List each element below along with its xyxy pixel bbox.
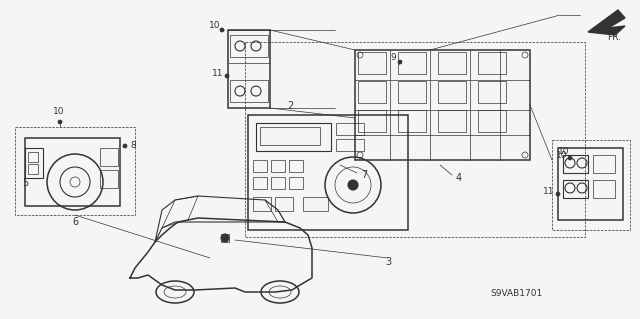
Text: 7: 7 <box>361 170 367 180</box>
Text: 3: 3 <box>385 257 391 267</box>
Bar <box>100 170 118 188</box>
Text: 10: 10 <box>53 108 65 116</box>
Text: 11: 11 <box>543 188 555 197</box>
Bar <box>289 177 303 189</box>
Bar <box>253 160 267 172</box>
Text: 8: 8 <box>130 140 136 150</box>
Bar <box>245 42 585 237</box>
Bar <box>221 234 229 242</box>
Bar <box>558 148 623 220</box>
Text: 2: 2 <box>287 101 293 111</box>
Bar <box>25 138 120 206</box>
Bar <box>271 160 285 172</box>
Circle shape <box>220 28 224 32</box>
Text: 10: 10 <box>209 20 221 29</box>
Circle shape <box>221 234 229 242</box>
Bar <box>478 52 506 74</box>
Bar <box>438 110 466 132</box>
Bar <box>253 177 267 189</box>
Bar <box>438 81 466 103</box>
Bar <box>358 81 386 103</box>
Bar <box>478 81 506 103</box>
Bar <box>25 148 43 178</box>
Polygon shape <box>588 10 625 35</box>
Circle shape <box>568 156 572 160</box>
Text: 4: 4 <box>456 173 462 183</box>
Bar <box>438 52 466 74</box>
Bar <box>28 164 38 174</box>
Bar <box>256 123 331 151</box>
Circle shape <box>225 74 229 78</box>
Text: 10: 10 <box>558 147 570 157</box>
Bar <box>478 110 506 132</box>
Bar <box>275 197 293 211</box>
Bar <box>398 81 426 103</box>
Bar <box>253 197 271 211</box>
Bar <box>563 180 588 198</box>
Text: FR.: FR. <box>607 33 621 42</box>
Bar <box>271 177 285 189</box>
Bar <box>398 110 426 132</box>
Bar <box>228 30 270 108</box>
Bar <box>593 180 615 198</box>
Bar <box>230 80 268 102</box>
Bar <box>358 110 386 132</box>
Bar <box>552 140 630 230</box>
Text: 10: 10 <box>556 151 568 160</box>
Bar <box>398 52 426 74</box>
Bar <box>100 148 118 166</box>
Text: 9: 9 <box>390 53 396 62</box>
Bar <box>28 152 38 162</box>
Text: S9VAB1701: S9VAB1701 <box>490 288 542 298</box>
Bar <box>289 160 303 172</box>
Bar <box>355 50 530 160</box>
Bar <box>230 35 268 57</box>
Text: 6: 6 <box>72 217 78 227</box>
Bar <box>358 52 386 74</box>
Bar <box>248 115 408 230</box>
Bar <box>336 139 364 151</box>
Circle shape <box>398 60 402 64</box>
Circle shape <box>123 144 127 148</box>
Circle shape <box>556 192 560 196</box>
Bar <box>593 155 615 173</box>
Bar <box>563 155 588 173</box>
Circle shape <box>348 180 358 190</box>
Bar <box>15 127 135 215</box>
Bar <box>303 197 328 211</box>
Bar <box>260 127 320 145</box>
Circle shape <box>58 120 62 124</box>
Bar <box>336 123 364 135</box>
Text: 5: 5 <box>22 178 28 188</box>
Text: 11: 11 <box>212 70 224 78</box>
